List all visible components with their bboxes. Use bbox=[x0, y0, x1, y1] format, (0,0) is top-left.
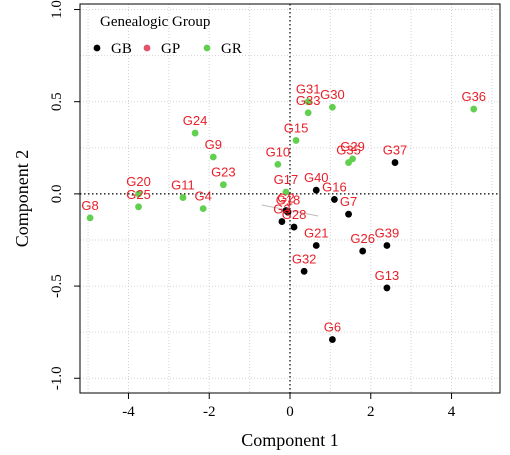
data-point-g10 bbox=[274, 160, 282, 168]
point-label-g29: G29 bbox=[340, 139, 365, 154]
x-axis-title: Component 1 bbox=[241, 430, 339, 450]
y-tick-label: -0.5 bbox=[49, 274, 65, 298]
point-label-g37: G37 bbox=[383, 143, 408, 158]
data-point-g33 bbox=[304, 109, 312, 117]
data-point-g31 bbox=[304, 98, 312, 106]
data-point-g32 bbox=[300, 267, 308, 275]
point-label-g31: G31 bbox=[296, 82, 321, 97]
data-point-g18 bbox=[284, 208, 292, 216]
legend-label-gr: GR bbox=[221, 41, 242, 57]
legend-marker-gr bbox=[203, 44, 211, 52]
legend-title: Genealogic Group bbox=[100, 14, 210, 30]
data-point-g9 bbox=[209, 153, 217, 161]
data-point-g3 bbox=[278, 218, 286, 225]
point-label-g3: G3 bbox=[273, 202, 290, 217]
data-point-g39 bbox=[383, 242, 391, 249]
point-label-g28: G28 bbox=[282, 207, 307, 222]
data-point-g24 bbox=[191, 129, 199, 137]
legend: Genealogic Group GB GP GR bbox=[93, 14, 242, 57]
point-label-g11: G11 bbox=[171, 178, 195, 193]
point-label-g13: G13 bbox=[375, 268, 400, 283]
x-tick-label: 2 bbox=[367, 404, 375, 420]
point-label-g7: G7 bbox=[340, 194, 357, 209]
point-label-g6: G6 bbox=[324, 320, 341, 335]
y-tick-label: -1.0 bbox=[49, 366, 65, 390]
y-tick-label: 1.0 bbox=[49, 0, 65, 19]
y-axis-title: Component 2 bbox=[12, 150, 32, 248]
point-label-g30: G30 bbox=[320, 87, 345, 102]
point-label-g10: G10 bbox=[266, 144, 291, 159]
data-point-g23 bbox=[219, 181, 227, 189]
point-label-g2: G2 bbox=[277, 190, 294, 205]
data-point-g36 bbox=[470, 105, 478, 113]
point-label-g36: G36 bbox=[461, 89, 486, 104]
point-label-g21: G21 bbox=[304, 226, 329, 241]
axis-ticks: -4 -2 0 2 4 -1.0 -0.5 0.0 0.5 1.0 bbox=[49, 0, 456, 420]
point-label-g9: G9 bbox=[205, 137, 222, 152]
point-label-g8: G8 bbox=[81, 198, 98, 213]
data-point-g40 bbox=[312, 186, 320, 194]
data-point-g4 bbox=[199, 205, 207, 213]
data-point-g15 bbox=[292, 137, 300, 144]
data-point-g26 bbox=[359, 247, 367, 255]
point-label-g24: G24 bbox=[183, 113, 208, 128]
legend-label-gp: GP bbox=[161, 41, 180, 57]
data-point-g7 bbox=[345, 210, 352, 218]
point-label-g33: G33 bbox=[296, 93, 321, 108]
point-label-g20: G20 bbox=[126, 174, 151, 189]
data-point-g28 bbox=[290, 223, 298, 231]
data-point-g16 bbox=[331, 196, 338, 203]
point-label-g40: G40 bbox=[304, 170, 329, 185]
x-tick-label: -2 bbox=[203, 404, 216, 420]
point-label-g26: G26 bbox=[350, 231, 375, 246]
x-tick-label: 4 bbox=[448, 404, 456, 420]
x-tick-label: -4 bbox=[122, 404, 135, 420]
point-label-g15: G15 bbox=[284, 120, 309, 135]
data-point-g8 bbox=[86, 214, 94, 222]
point-label-g35: G35 bbox=[336, 143, 361, 158]
data-point-g17 bbox=[282, 188, 290, 196]
data-point-g11 bbox=[179, 194, 187, 201]
data-point-g30 bbox=[329, 103, 336, 111]
point-label-g39: G39 bbox=[375, 226, 400, 241]
point-label-g17: G17 bbox=[274, 172, 299, 187]
point-label-g25: G25 bbox=[126, 187, 151, 202]
data-point-g6 bbox=[329, 336, 336, 343]
data-point-g35 bbox=[345, 159, 352, 166]
y-tick-label: 0.0 bbox=[49, 185, 65, 204]
point-label-g18: G18 bbox=[276, 192, 301, 207]
point-label-g4: G4 bbox=[195, 189, 212, 204]
data-points bbox=[86, 98, 478, 343]
legend-marker-gb bbox=[93, 44, 101, 52]
point-label-g32: G32 bbox=[292, 251, 317, 266]
data-point-g20 bbox=[135, 190, 142, 198]
y-tick-label: 0.5 bbox=[49, 92, 65, 111]
data-point-g21 bbox=[312, 242, 320, 249]
legend-marker-gp bbox=[143, 44, 151, 52]
legend-label-gb: GB bbox=[111, 41, 132, 57]
point-label-g16: G16 bbox=[322, 179, 347, 194]
data-point-g13 bbox=[383, 284, 391, 292]
data-point-g37 bbox=[391, 159, 399, 166]
x-tick-label: 0 bbox=[286, 404, 294, 420]
data-point-g25 bbox=[135, 203, 142, 211]
point-label-g23: G23 bbox=[211, 165, 236, 180]
